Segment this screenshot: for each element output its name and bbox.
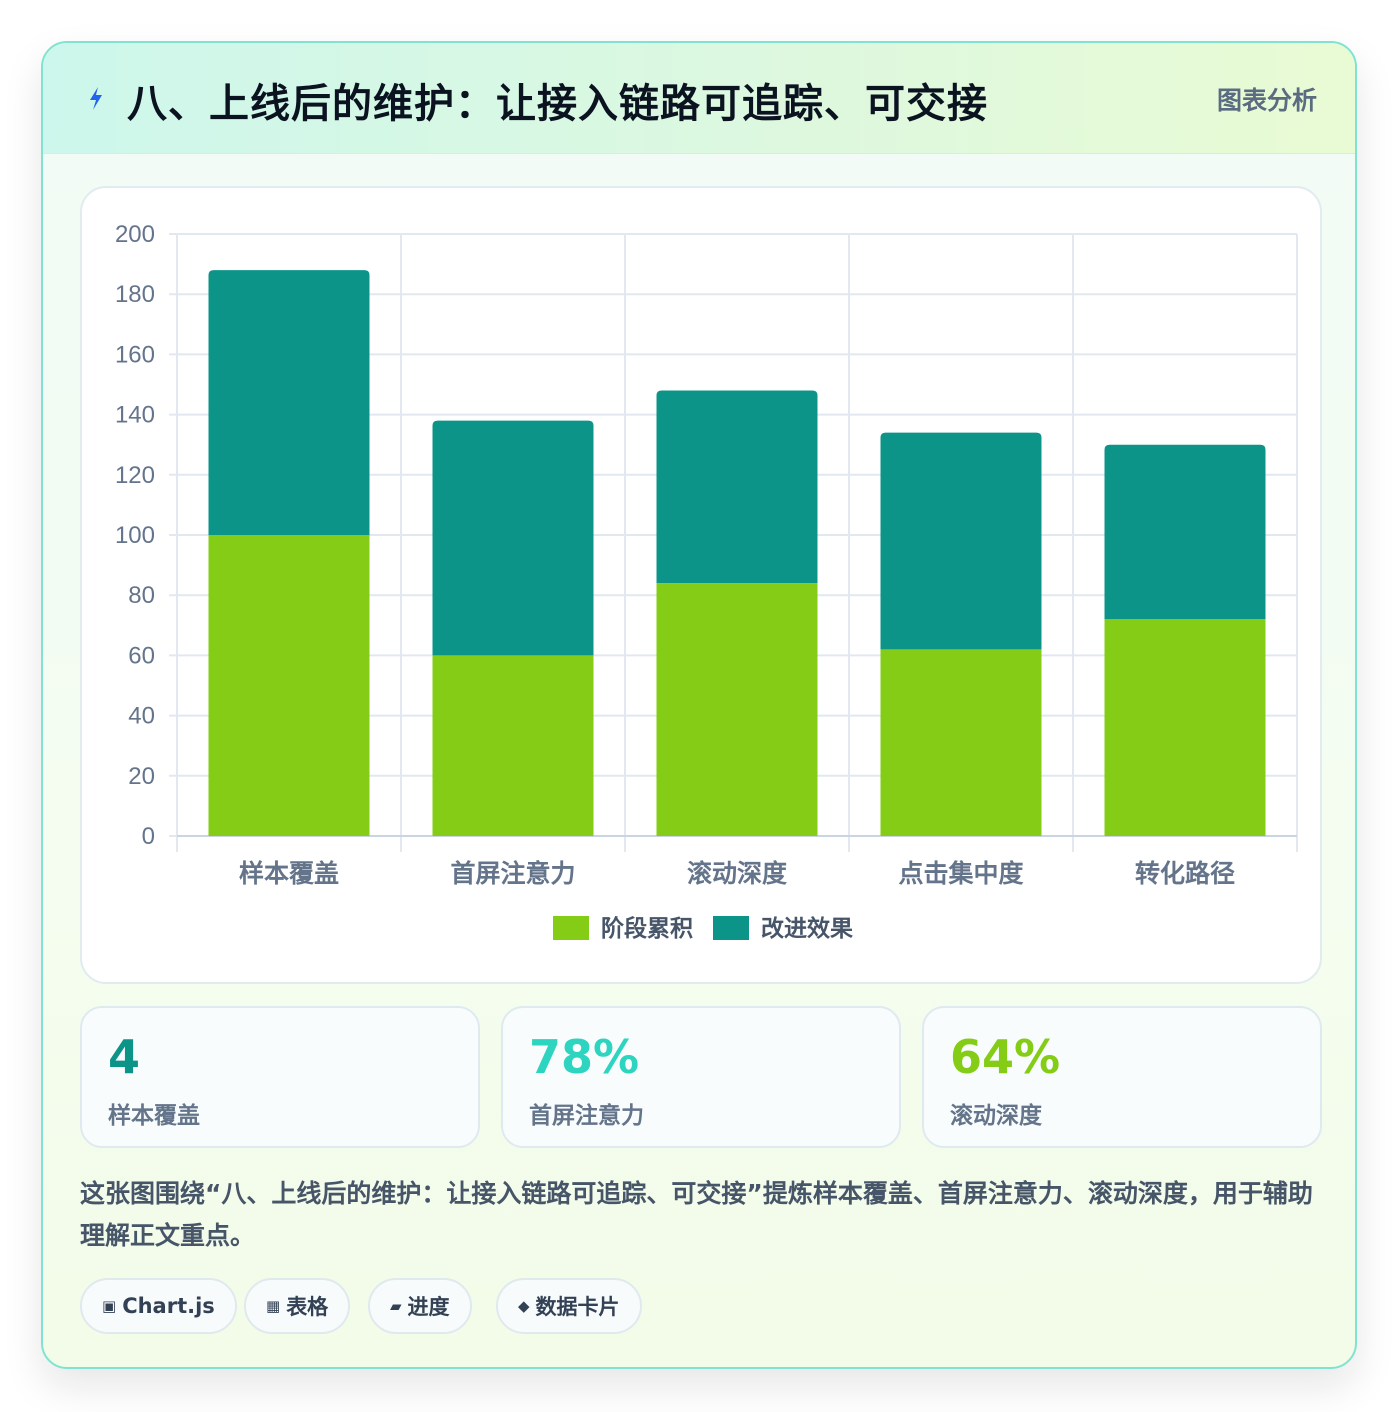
- y-tick-label: 160: [115, 341, 155, 368]
- x-tick-label: 首屏注意力: [450, 859, 575, 888]
- stat-card-2: 78% 首屏注意力: [501, 1006, 901, 1148]
- chip-label: 表格: [286, 1295, 329, 1319]
- bar-improve: [656, 390, 818, 584]
- y-tick-label: 180: [115, 281, 155, 308]
- chip-progress[interactable]: ▰ 进度: [368, 1278, 472, 1334]
- x-tick-label: 滚动深度: [687, 859, 787, 888]
- y-tick-label: 60: [128, 642, 155, 669]
- y-tick-label: 20: [128, 763, 155, 790]
- chip-chartjs[interactable]: ▣ Chart.js: [80, 1278, 237, 1334]
- bar-stage: [880, 649, 1042, 836]
- chip-label: Chart.js: [122, 1294, 215, 1318]
- stat-card-1: 4 样本覆盖: [80, 1006, 480, 1148]
- chart-analysis-tag: 图表分析: [1216, 86, 1317, 115]
- legend-label: 阶段累积: [601, 915, 693, 942]
- stat-label: 样本覆盖: [108, 1103, 200, 1129]
- stat-card-3: 64% 滚动深度: [922, 1006, 1322, 1148]
- bar-stage: [656, 583, 818, 836]
- bar-improve: [880, 432, 1042, 650]
- stat-label: 滚动深度: [950, 1103, 1042, 1129]
- y-tick-label: 40: [128, 703, 155, 730]
- lightning-icon: [90, 87, 102, 110]
- table-icon: ▦: [266, 1297, 281, 1315]
- stat-value: 78%: [529, 1030, 640, 1084]
- chart-panel: 0 20 40 60 80 100 120 140 160 180 200 样本覆盖 首屏注意力 滚动深度…: [80, 186, 1322, 984]
- bar-stage: [432, 655, 594, 836]
- stacked-bar-chart: 0 20 40 60 80 100 120 140 160 180 200 样本覆盖 首屏注意力 滚动深度…: [115, 221, 1298, 942]
- y-tick-label: 120: [115, 462, 155, 489]
- stat-value: 64%: [950, 1030, 1061, 1084]
- x-tick-label: 点击集中度: [898, 859, 1023, 888]
- chip-table[interactable]: ▦ 表格: [244, 1278, 351, 1334]
- chart-icon: ▣: [102, 1297, 117, 1315]
- page-title: 八、上线后的维护：让接入链路可追踪、可交接: [127, 81, 988, 127]
- y-tick-label: 200: [115, 221, 155, 248]
- chart-description: 这张图围绕“八、上线后的维护：让接入链路可追踪、可交接”提炼样本覆盖、首屏注意力…: [80, 1179, 1313, 1250]
- x-tick-label: 转化路径: [1135, 859, 1235, 888]
- y-tick-label: 100: [115, 522, 155, 549]
- legend-swatch: [713, 916, 749, 940]
- bar-stage: [1104, 619, 1266, 836]
- chip-label: 数据卡片: [535, 1295, 620, 1319]
- bar-improve: [1104, 444, 1266, 620]
- progress-icon: ▰: [390, 1297, 402, 1315]
- chip-label: 进度: [407, 1295, 450, 1319]
- diamond-icon: ◆: [518, 1297, 530, 1315]
- card-header: 八、上线后的维护：让接入链路可追踪、可交接 图表分析: [43, 43, 1355, 154]
- legend-label: 改进效果: [761, 915, 853, 942]
- y-tick-label: 140: [115, 402, 155, 429]
- y-tick-label: 80: [128, 582, 155, 609]
- chip-data-card[interactable]: ◆ 数据卡片: [496, 1278, 642, 1334]
- bar-improve: [432, 420, 594, 656]
- bar-improve: [208, 270, 370, 535]
- y-tick-label: 0: [142, 823, 155, 850]
- chart-card: 八、上线后的维护：让接入链路可追踪、可交接 图表分析 0 20 40 60 80 100 1…: [41, 41, 1357, 1369]
- stat-value: 4: [108, 1030, 141, 1084]
- legend-swatch: [553, 916, 589, 940]
- stat-label: 首屏注意力: [529, 1103, 644, 1129]
- bar-stage: [208, 535, 370, 836]
- x-tick-label: 样本覆盖: [239, 859, 339, 888]
